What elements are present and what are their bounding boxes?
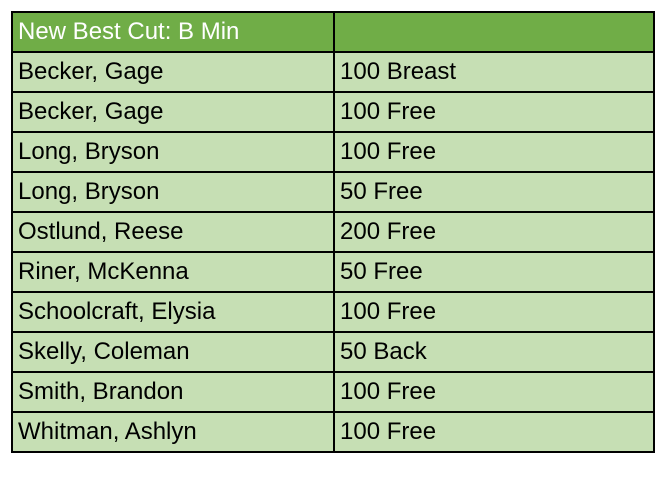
header-blank (333, 11, 655, 53)
event-cell: 100 Breast (333, 51, 655, 93)
event-cell: 100 Free (333, 131, 655, 173)
best-cut-table: New Best Cut: B Min Becker, Gage 100 Brea… (11, 11, 655, 453)
table-row: Whitman, Ashlyn 100 Free (11, 411, 655, 453)
swimmer-name-cell: Becker, Gage (11, 51, 335, 93)
header-title: New Best Cut: B Min (11, 11, 335, 53)
swimmer-name-cell: Skelly, Coleman (11, 331, 335, 373)
swimmer-name-cell: Becker, Gage (11, 91, 335, 133)
swimmer-name-cell: Long, Bryson (11, 131, 335, 173)
table-row: Long, Bryson 50 Free (11, 171, 655, 213)
swimmer-name-cell: Whitman, Ashlyn (11, 411, 335, 453)
table-row: Becker, Gage 100 Breast (11, 51, 655, 93)
table-row: Skelly, Coleman 50 Back (11, 331, 655, 373)
table-header-row: New Best Cut: B Min (11, 11, 655, 53)
table-row: Schoolcraft, Elysia 100 Free (11, 291, 655, 333)
swimmer-name-cell: Riner, McKenna (11, 251, 335, 293)
event-cell: 100 Free (333, 371, 655, 413)
table-row: Becker, Gage 100 Free (11, 91, 655, 133)
event-cell: 100 Free (333, 291, 655, 333)
event-cell: 50 Free (333, 171, 655, 213)
swimmer-name-cell: Ostlund, Reese (11, 211, 335, 253)
table-row: Smith, Brandon 100 Free (11, 371, 655, 413)
event-cell: 50 Back (333, 331, 655, 373)
table-row: Riner, McKenna 50 Free (11, 251, 655, 293)
table-row: Ostlund, Reese 200 Free (11, 211, 655, 253)
event-cell: 100 Free (333, 411, 655, 453)
swimmer-name-cell: Schoolcraft, Elysia (11, 291, 335, 333)
swimmer-name-cell: Smith, Brandon (11, 371, 335, 413)
swimmer-name-cell: Long, Bryson (11, 171, 335, 213)
event-cell: 200 Free (333, 211, 655, 253)
event-cell: 50 Free (333, 251, 655, 293)
event-cell: 100 Free (333, 91, 655, 133)
table-row: Long, Bryson 100 Free (11, 131, 655, 173)
